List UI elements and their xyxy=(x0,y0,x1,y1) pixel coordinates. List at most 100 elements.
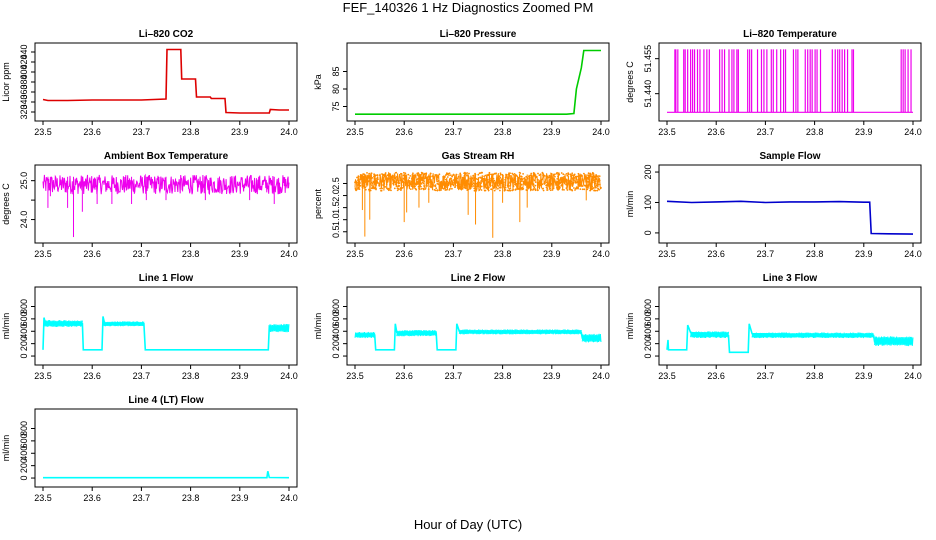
series-point xyxy=(600,187,602,189)
series-point xyxy=(508,172,510,175)
series-point xyxy=(497,187,499,190)
series-point xyxy=(440,184,443,187)
series-point xyxy=(440,189,442,192)
series-noise xyxy=(581,333,602,343)
series-point xyxy=(563,178,566,181)
x-tick-label: 23.9 xyxy=(231,493,249,503)
series-point xyxy=(552,187,555,190)
y-tick-label: 200 xyxy=(331,336,341,351)
series-point xyxy=(504,181,506,184)
series-point xyxy=(567,173,570,176)
series-point xyxy=(448,172,451,175)
plot-frame xyxy=(658,164,922,244)
series-point xyxy=(446,176,449,178)
series-point xyxy=(505,173,507,176)
series-point xyxy=(390,176,392,179)
series-point xyxy=(479,186,482,189)
series-point xyxy=(412,178,415,181)
series-point xyxy=(423,173,425,176)
series-point xyxy=(539,173,542,176)
series-point xyxy=(386,188,389,191)
series-point xyxy=(565,187,568,190)
series-point xyxy=(472,174,475,177)
series-point xyxy=(361,175,364,177)
series-point xyxy=(488,186,490,189)
series-point xyxy=(488,171,491,174)
panel-title: Li–820 Temperature xyxy=(743,29,837,40)
series-point xyxy=(587,172,590,175)
series-point xyxy=(459,177,462,179)
series-point xyxy=(459,175,462,178)
x-tick-label: 23.6 xyxy=(395,127,413,137)
series-point xyxy=(474,172,476,175)
x-tick-label: 24.0 xyxy=(592,127,610,137)
series-point xyxy=(444,189,447,191)
series-point xyxy=(513,173,516,175)
series-point xyxy=(576,181,578,184)
x-tick-label: 24.0 xyxy=(280,493,298,503)
series-point xyxy=(451,183,454,186)
series-point xyxy=(507,177,510,180)
series-point xyxy=(549,187,552,190)
x-tick-label: 23.5 xyxy=(34,127,52,137)
plot-frame xyxy=(34,408,298,488)
chart-panel-9: Line 3 Flow ml/min 23.5 23.6 23.7 23.8 23.9 24.… xyxy=(625,273,922,381)
x-tick-label: 23.8 xyxy=(494,249,512,259)
series-point xyxy=(565,180,568,183)
series-line xyxy=(355,49,601,115)
series-point xyxy=(467,188,470,191)
x-tick-label: 24.0 xyxy=(280,371,298,381)
series-point xyxy=(463,174,466,177)
data-layer xyxy=(355,49,601,115)
series-point xyxy=(359,182,361,184)
series-point xyxy=(531,183,533,185)
series-point xyxy=(491,180,494,183)
series-point xyxy=(420,173,422,176)
series-point xyxy=(388,173,391,176)
plot-frame xyxy=(658,42,922,122)
chart-panel-10: Line 4 (LT) Flow ml/min 23.5 23.6 23.7 23.8 23… xyxy=(1,395,298,503)
series-point xyxy=(442,187,445,190)
chart-panel-7: Line 1 Flow ml/min 23.5 23.6 23.7 23.8 23.9 24.… xyxy=(1,273,298,381)
series-point xyxy=(526,177,529,179)
series-point xyxy=(576,175,578,178)
series-point xyxy=(463,186,466,189)
series-point xyxy=(440,187,442,190)
series-point xyxy=(438,180,440,182)
series-point xyxy=(449,178,451,181)
series-point xyxy=(490,173,493,176)
series-point xyxy=(546,189,548,191)
series-point xyxy=(436,182,439,185)
series-point xyxy=(414,185,416,188)
series-point xyxy=(587,178,590,180)
series-point xyxy=(584,175,587,178)
series-point xyxy=(569,188,572,191)
series-point xyxy=(583,172,585,175)
x-tick-label: 23.5 xyxy=(346,371,364,381)
series-point xyxy=(497,177,500,180)
series-point xyxy=(395,185,398,187)
series-point xyxy=(410,177,413,180)
series-point xyxy=(385,176,388,178)
data-layer xyxy=(42,316,290,351)
series-point xyxy=(529,174,532,177)
series-point xyxy=(456,184,459,187)
series-point xyxy=(399,179,402,182)
series-point xyxy=(447,183,450,186)
series-point xyxy=(459,172,462,175)
series-point xyxy=(516,175,519,178)
series-point xyxy=(543,174,546,177)
series-point xyxy=(499,176,502,179)
series-point xyxy=(547,177,550,179)
series-point xyxy=(394,183,397,186)
series-point xyxy=(411,180,413,183)
series-point xyxy=(460,185,463,188)
series-point xyxy=(374,177,376,179)
series-point xyxy=(455,178,458,181)
data-layer xyxy=(666,200,914,235)
series-point xyxy=(381,180,384,183)
series-point xyxy=(368,180,371,182)
series-point xyxy=(359,184,362,187)
series-point xyxy=(495,181,498,184)
series-point xyxy=(509,181,511,184)
